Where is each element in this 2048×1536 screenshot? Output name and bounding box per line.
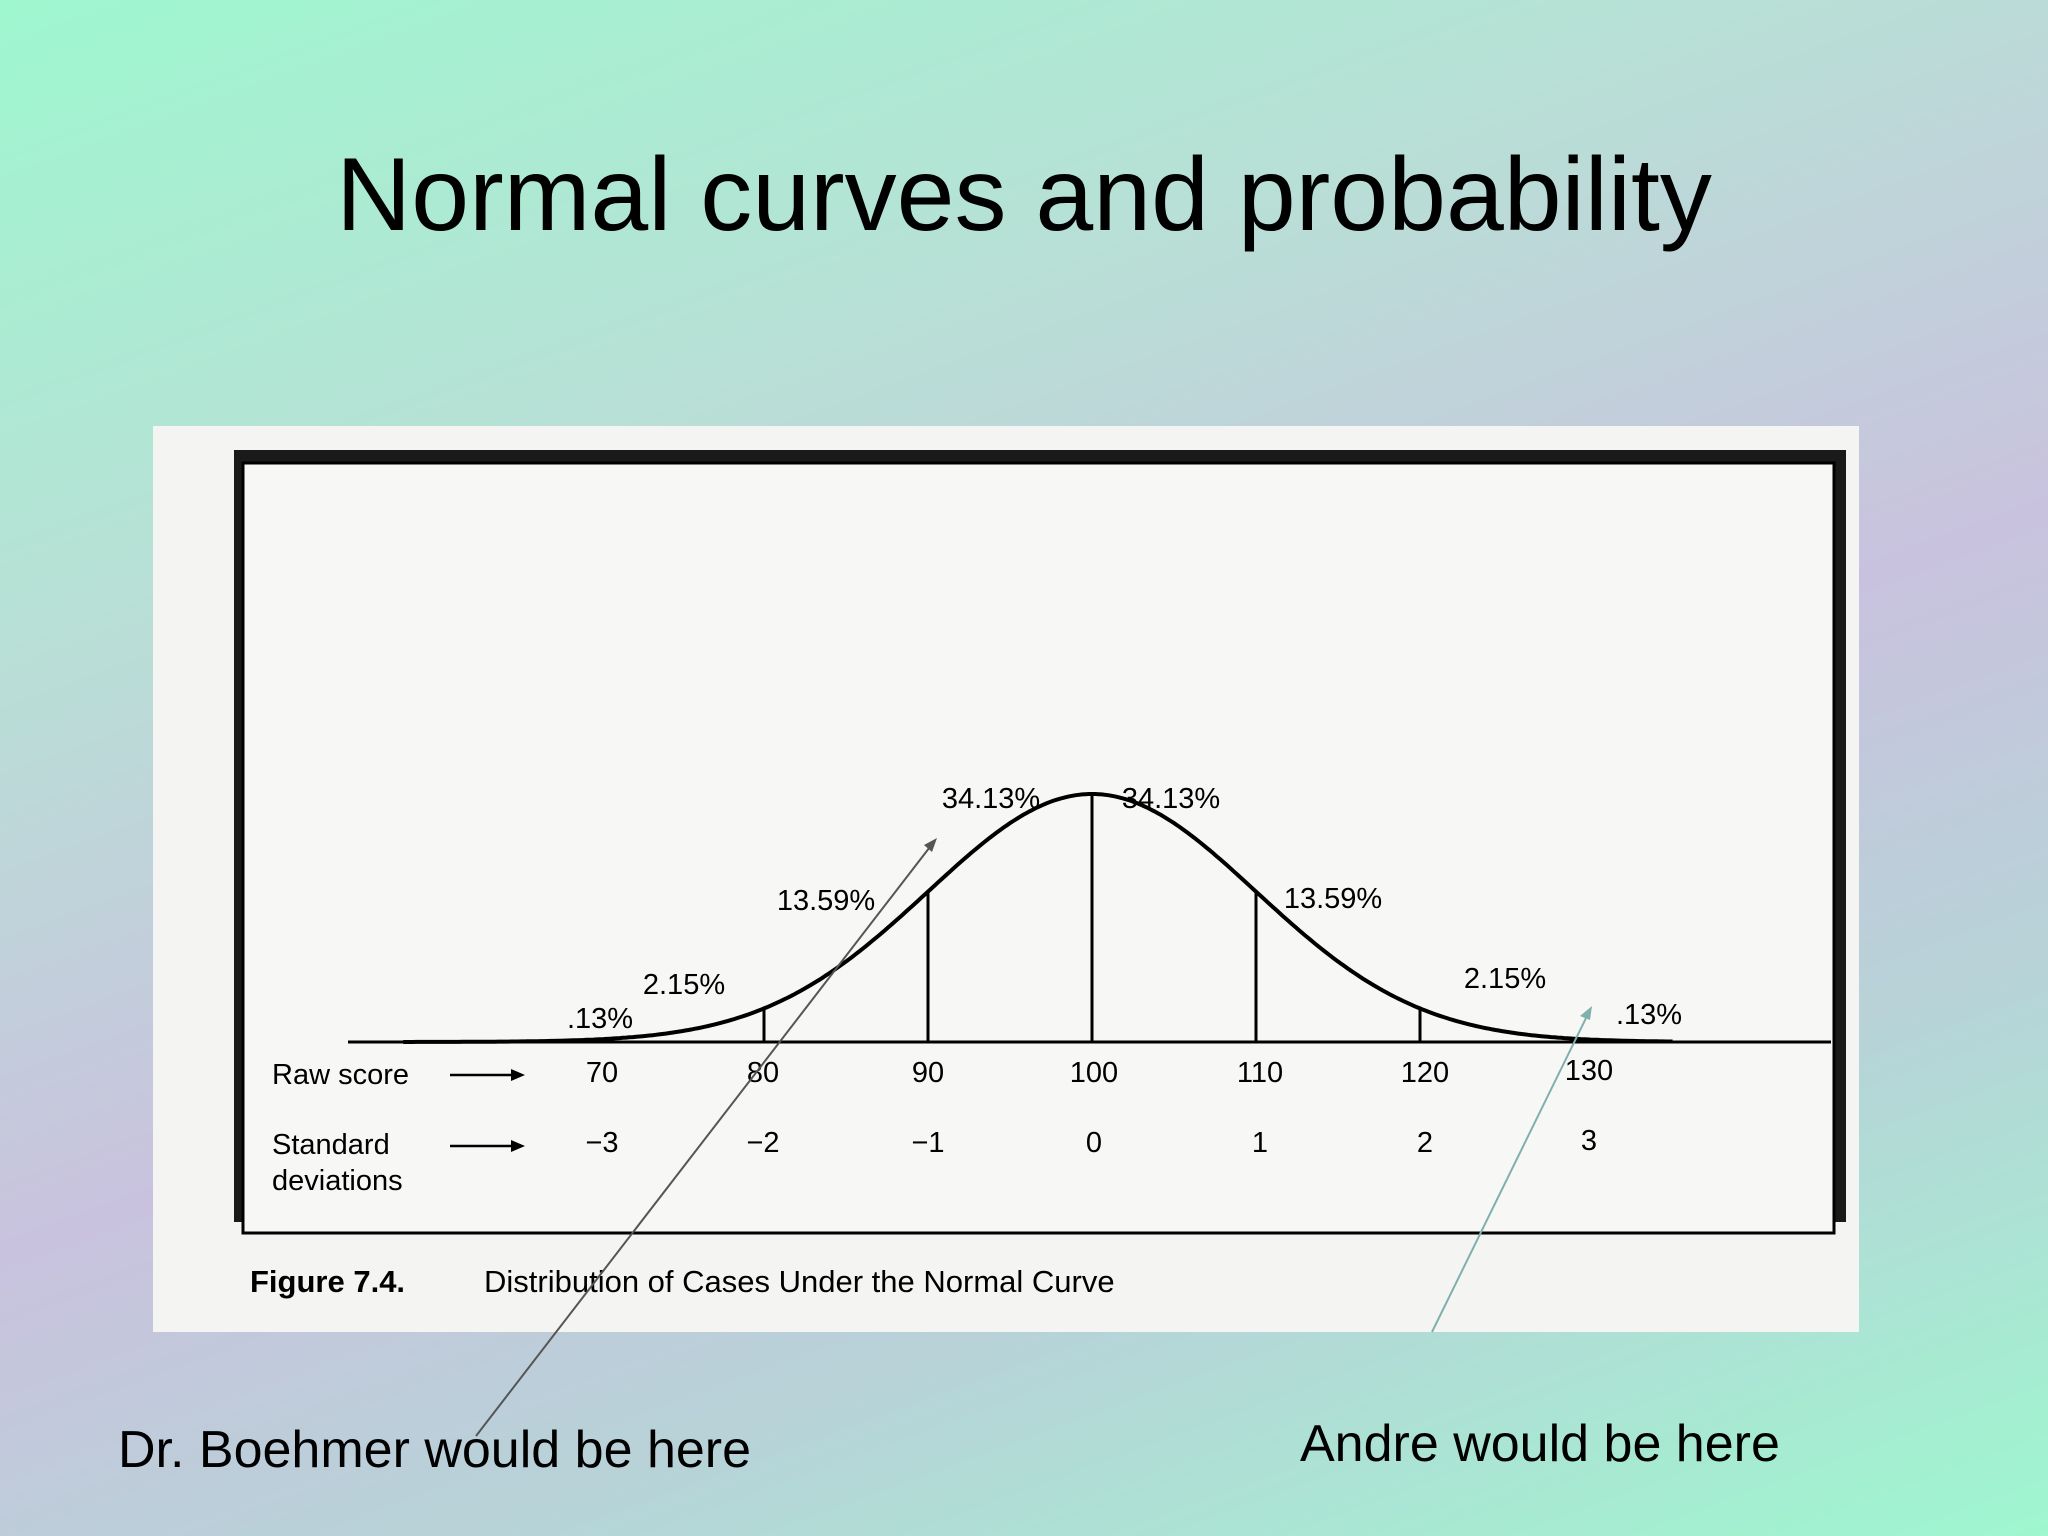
percent-label-right-tail: .13%: [1616, 999, 1682, 1031]
sd-tick-1: 1: [1252, 1127, 1268, 1159]
raw-score-tick-110: 110: [1237, 1057, 1283, 1089]
raw-score-tick-70: 70: [586, 1057, 618, 1089]
slide-title: Normal curves and probability: [336, 137, 1712, 253]
figure-frame: [241, 461, 1836, 1235]
normal-curve-figure: .13% 2.15% 13.59% 34.13% 34.13% 13.59% 2…: [153, 426, 1859, 1332]
sd-tick-minus1: −1: [911, 1127, 944, 1159]
annotation-andre: Andre would be here: [1300, 1415, 1780, 1473]
standard-deviations-label-line2: deviations: [272, 1165, 403, 1197]
sd-tick-minus2: −2: [746, 1127, 779, 1159]
normal-curve-diagram: .13% 2.15% 13.59% 34.13% 34.13% 13.59% 2…: [234, 450, 1846, 1299]
percent-label-plus2-plus3: 2.15%: [1464, 963, 1546, 995]
sd-tick-3: 3: [1581, 1125, 1597, 1157]
standard-deviations-label-line1: Standard: [272, 1129, 390, 1161]
percent-label-left-tail: .13%: [567, 1003, 633, 1035]
annotation-dr-boehmer: Dr. Boehmer would be here: [118, 1421, 752, 1479]
figure-caption-text: Distribution of Cases Under the Normal C…: [484, 1264, 1115, 1299]
figure-caption-number: Figure 7.4.: [250, 1264, 405, 1299]
raw-score-tick-120: 120: [1401, 1057, 1449, 1089]
sd-tick-minus3: −3: [585, 1127, 618, 1159]
raw-score-tick-130: 130: [1565, 1055, 1613, 1087]
percent-label-0-minus1: 34.13%: [942, 783, 1040, 815]
sd-tick-0: 0: [1086, 1127, 1102, 1159]
percent-label-plus1-plus2: 13.59%: [1284, 883, 1382, 915]
percent-label-0-plus1: 34.13%: [1122, 783, 1220, 815]
raw-score-tick-90: 90: [912, 1057, 944, 1089]
raw-score-tick-100: 100: [1070, 1057, 1118, 1089]
raw-score-label: Raw score: [272, 1059, 409, 1091]
percent-label-minus1-minus2: 13.59%: [777, 885, 875, 917]
raw-score-tick-80: 80: [747, 1057, 779, 1089]
percent-label-minus2-minus3: 2.15%: [643, 969, 725, 1001]
sd-tick-2: 2: [1417, 1127, 1433, 1159]
